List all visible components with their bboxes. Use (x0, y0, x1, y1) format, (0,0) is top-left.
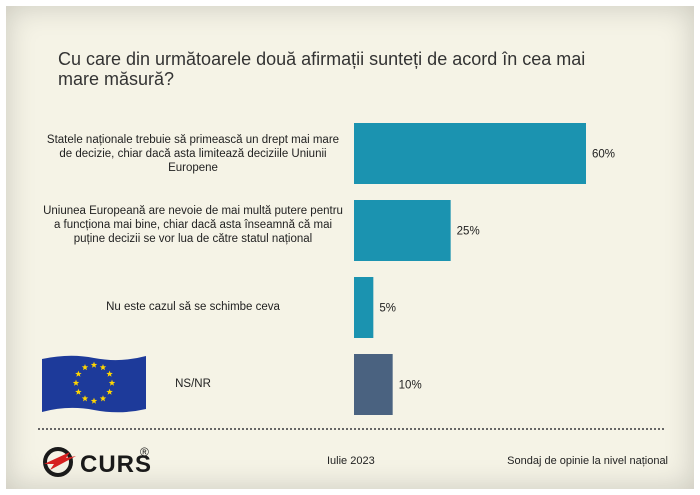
bar-4 (354, 354, 393, 415)
curs-logo-icon (43, 447, 76, 477)
flag-star (106, 370, 113, 377)
bar-value-label-1: 60% (592, 149, 615, 161)
survey-date: Iulie 2023 (327, 455, 375, 467)
bar-3 (354, 277, 374, 338)
flag-star (81, 364, 89, 371)
survey-description: Sondaj de opinie la nivel național (507, 455, 668, 467)
bar-value-label-2: 25% (457, 226, 480, 238)
eu-flag-icon (42, 355, 146, 413)
flag-star (75, 388, 82, 395)
bar-2 (354, 200, 451, 261)
flag-star (90, 361, 98, 368)
category-label-2: Uniunea Europeană are nevoie de mai mult… (43, 205, 343, 245)
category-label-1: Statele naționale trebuie să primească u… (46, 134, 340, 174)
flag-star (106, 388, 113, 395)
flag-star (90, 397, 98, 404)
flag-star (108, 379, 116, 386)
bar-value-label-3: 5% (379, 303, 396, 315)
bar-value-label-4: 10% (399, 380, 422, 392)
bar-1 (354, 123, 586, 184)
flag-star (99, 395, 107, 402)
footer-divider (38, 428, 664, 430)
category-label-4: NS/NR (175, 378, 211, 390)
flag-star (81, 395, 89, 402)
logo-text: CURS (80, 451, 153, 478)
flag-star (72, 379, 80, 386)
category-label-3: Nu este cazul să se schimbe ceva (106, 301, 280, 313)
chart-title: Cu care din următoarele două afirmații s… (58, 49, 586, 89)
flag-star (75, 370, 82, 377)
logo-registered-mark: ® (140, 445, 149, 459)
flag-star (99, 364, 107, 371)
